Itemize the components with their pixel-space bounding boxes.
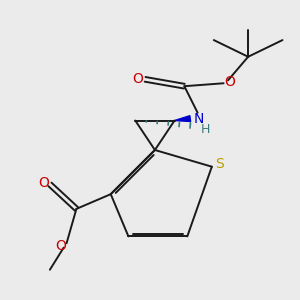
Text: O: O	[55, 239, 66, 253]
Text: H: H	[200, 123, 210, 136]
Text: O: O	[132, 72, 143, 86]
Polygon shape	[175, 116, 190, 122]
Text: N: N	[194, 112, 204, 126]
Text: O: O	[225, 75, 236, 89]
Text: O: O	[38, 176, 49, 190]
Text: S: S	[215, 157, 224, 171]
